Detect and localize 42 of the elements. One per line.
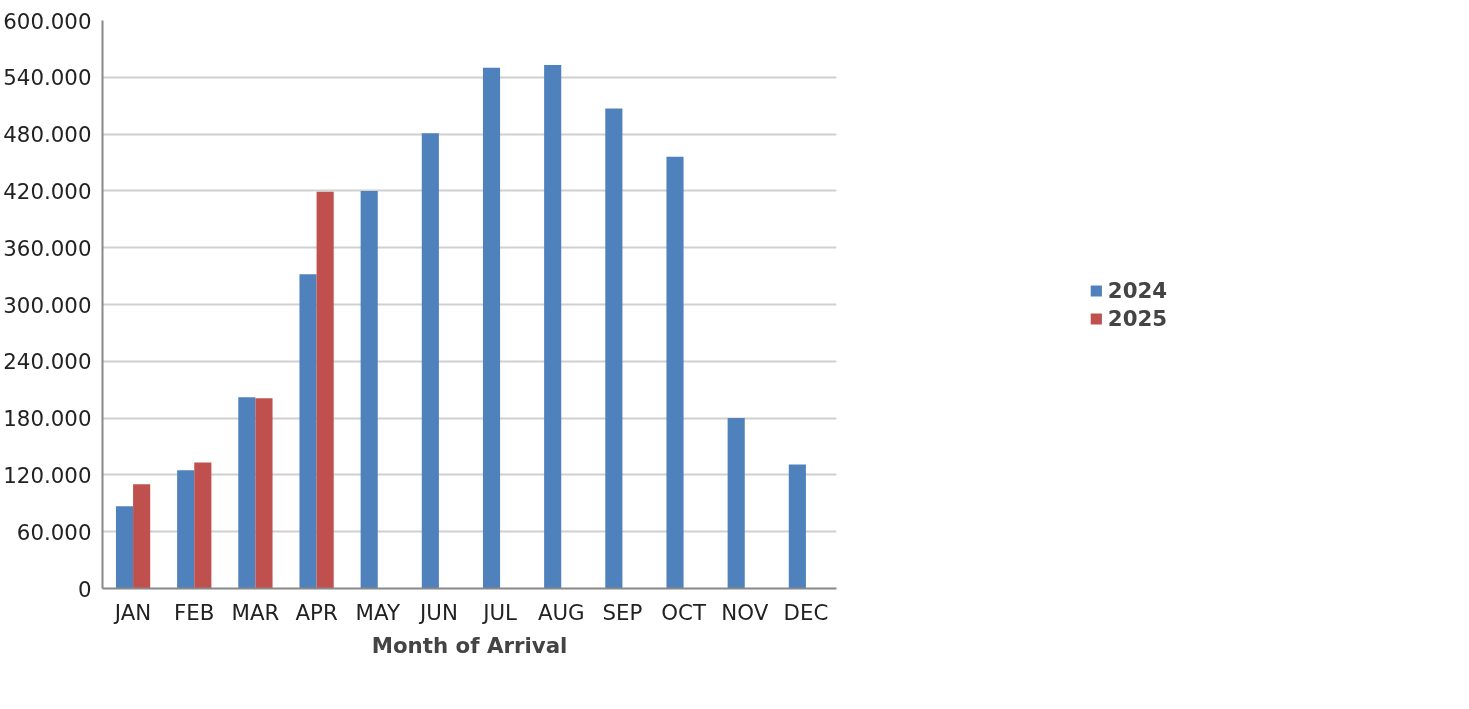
legend-label: 2024 [1107,277,1168,303]
bar [299,274,317,589]
bar [605,108,623,589]
x-tick-label: MAR [231,599,280,625]
x-tick-label: AUG [537,599,585,625]
bar [194,462,212,589]
x-tick-label: APR [295,599,338,625]
bar [177,470,195,589]
y-tick-label: 0 [77,576,92,602]
x-tick-label: FEB [174,599,215,625]
bar [255,398,273,589]
y-tick-label: 300.000 [3,292,92,318]
x-tick-label: JUN [417,599,458,625]
bar [421,133,439,589]
bar [115,506,134,589]
bar [666,156,684,589]
x-tick-label: NOV [721,599,769,625]
y-tick-label: 360.000 [3,235,92,261]
y-tick-label: 180.000 [3,406,92,432]
bar [482,67,501,589]
bar [544,64,562,589]
bar [316,191,334,589]
y-tick-label: 420.000 [3,178,92,204]
y-tick-label: 480.000 [3,122,92,148]
bar [727,418,745,589]
x-tick-label: SEP [602,599,643,625]
x-tick-label: DEC [783,599,829,625]
x-tick-label: JUL [481,599,518,625]
x-tick-label: MAY [355,599,401,625]
y-tick-label: 540.000 [3,65,92,91]
y-tick-label: 240.000 [3,349,92,375]
y-tick-label: 120.000 [3,462,92,488]
x-axis-title: Month of Arrival [371,632,568,658]
bar [133,484,151,589]
y-tick-label: 60.000 [16,519,92,545]
x-tick-label: OCT [661,599,707,625]
legend-label: 2025 [1107,305,1168,331]
x-tick-label: JAN [112,599,152,625]
bar [360,190,378,589]
bar [238,397,256,589]
bar [788,464,806,589]
y-tick-label: 600.000 [3,8,92,34]
